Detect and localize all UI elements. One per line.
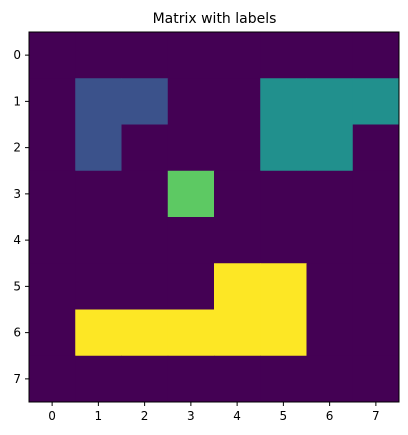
heatmap-cell xyxy=(260,217,307,264)
heatmap-cell xyxy=(167,355,215,403)
heatmap-cell xyxy=(214,124,261,172)
heatmap-cell xyxy=(167,217,215,264)
heatmap-cell xyxy=(306,124,354,172)
heatmap-cell xyxy=(75,32,122,79)
x-tick-label: 4 xyxy=(233,409,241,423)
x-axis: 0 1 2 3 4 5 6 7 xyxy=(48,402,380,423)
heatmap-cell xyxy=(260,170,307,218)
x-tick-label: 6 xyxy=(326,409,334,423)
heatmap-cell xyxy=(260,124,307,172)
heatmap-cell xyxy=(352,217,400,264)
heatmap-cell xyxy=(260,78,307,125)
heatmap-cell xyxy=(260,355,307,403)
heatmap-cell xyxy=(214,170,261,218)
heatmap-cell xyxy=(121,78,169,125)
heatmap-cell xyxy=(352,263,400,310)
heatmap-cell xyxy=(75,217,122,264)
heatmap-cell xyxy=(75,263,122,310)
x-tick-label: 3 xyxy=(187,409,195,423)
heatmap-cell xyxy=(29,78,76,125)
heatmap-cell xyxy=(352,32,400,79)
heatmap-cell xyxy=(121,309,169,357)
x-tick-label: 5 xyxy=(280,409,288,423)
heatmap-cell xyxy=(121,355,169,403)
y-tick-label: 4 xyxy=(13,233,21,247)
y-tick-label: 3 xyxy=(13,187,21,201)
x-tick-label: 0 xyxy=(48,409,56,423)
heatmap-cell xyxy=(29,263,76,310)
heatmap-cell xyxy=(214,217,261,264)
heatmap-cell xyxy=(260,309,307,357)
heatmap-cell xyxy=(306,170,354,218)
plot-frame xyxy=(28,31,400,403)
heatmap-cells xyxy=(29,32,400,403)
heatmap-cell xyxy=(167,263,215,310)
heatmap-cell xyxy=(306,217,354,264)
x-tick-label: 2 xyxy=(141,409,149,423)
heatmap-cell xyxy=(29,32,76,79)
heatmap-cell xyxy=(29,217,76,264)
heatmap-cell xyxy=(167,78,215,125)
y-tick-label: 5 xyxy=(13,279,21,293)
y-tick-label: 7 xyxy=(13,372,21,386)
heatmap-cell xyxy=(214,32,261,79)
heatmap-cell xyxy=(75,124,122,172)
heatmap-cell xyxy=(121,263,169,310)
heatmap-cell xyxy=(214,78,261,125)
heatmap-cell xyxy=(260,32,307,79)
heatmap-cell xyxy=(121,32,169,79)
heatmap-cell xyxy=(214,355,261,403)
y-tick-label: 0 xyxy=(13,48,21,62)
heatmap-cell xyxy=(306,32,354,79)
heatmap-cell xyxy=(29,124,76,172)
heatmap-cell xyxy=(167,309,215,357)
heatmap-cell xyxy=(260,263,307,310)
heatmap-cell xyxy=(75,170,122,218)
heatmap-cell xyxy=(167,170,215,218)
heatmap-cell xyxy=(121,217,169,264)
x-tick-label: 7 xyxy=(372,409,380,423)
heatmap-cell xyxy=(121,124,169,172)
y-tick-label: 6 xyxy=(13,326,21,340)
heatmap-cell xyxy=(352,78,400,125)
heatmap-cell xyxy=(306,78,354,125)
heatmap-cell xyxy=(29,309,76,357)
heatmap-cell xyxy=(167,32,215,79)
heatmap-cell xyxy=(214,263,261,310)
heatmap-cell xyxy=(352,170,400,218)
heatmap-cell xyxy=(121,170,169,218)
heatmap-cell xyxy=(75,309,122,357)
heatmap-cell xyxy=(352,309,400,357)
heatmap-cell xyxy=(75,78,122,125)
y-axis: 0 1 2 3 4 5 6 7 xyxy=(13,48,29,386)
heatmap-cell xyxy=(352,355,400,403)
y-tick-label: 1 xyxy=(13,94,21,108)
heatmap-cell xyxy=(306,309,354,357)
heatmap-cell xyxy=(29,170,76,218)
heatmap-cell xyxy=(167,124,215,172)
x-tick-label: 1 xyxy=(95,409,103,423)
chart-title: Matrix with labels xyxy=(153,11,277,27)
y-tick-label: 2 xyxy=(13,141,21,155)
heatmap-cell xyxy=(29,355,76,403)
heatmap-cell xyxy=(214,309,261,357)
heatmap-cell xyxy=(306,263,354,310)
heatmap-cell xyxy=(75,355,122,403)
heatmap-cell xyxy=(306,355,354,403)
heatmap-cell xyxy=(352,124,400,172)
